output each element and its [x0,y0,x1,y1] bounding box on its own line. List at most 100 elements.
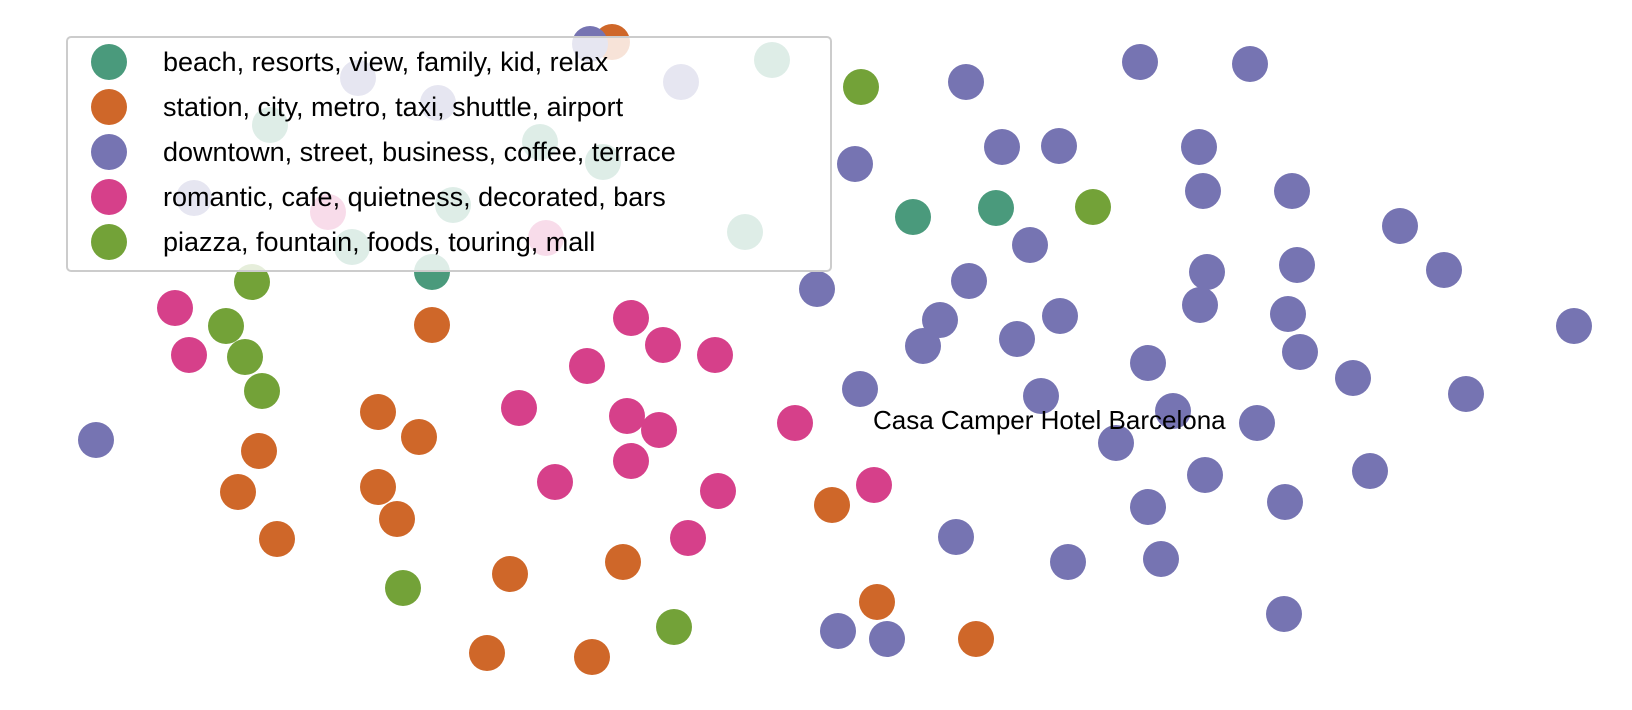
data-point-s2-p19 [1426,252,1462,288]
data-point-s2-p26 [905,328,941,364]
data-point-s3-p7 [569,348,605,384]
legend-marker-3 [91,179,127,215]
data-point-s1-p15 [958,621,994,657]
data-point-s1-p12 [574,639,610,675]
data-point-s1-p2 [360,394,396,430]
data-point-s2-p8 [984,129,1020,165]
data-point-s2-p31 [1448,376,1484,412]
data-point-s3-p11 [777,405,813,441]
data-point-s1-p1 [414,307,450,343]
data-point-s2-p25 [1556,308,1592,344]
data-point-s2-p35 [1239,405,1275,441]
legend-label-2: downtown, street, business, coffee, terr… [163,137,676,167]
data-point-s0-p7 [978,190,1014,226]
data-point-s1-p4 [241,433,277,469]
data-point-s2-p6 [1232,46,1268,82]
data-point-s4-p7 [656,609,692,645]
data-point-s4-p3 [208,308,244,344]
data-point-s3-p14 [700,473,736,509]
data-point-s1-p6 [220,474,256,510]
legend-marker-2 [91,134,127,170]
annotation-label: Casa Camper Hotel Barcelona [873,405,1226,435]
data-point-s3-p4 [613,300,649,336]
legend-label-0: beach, resorts, view, family, kid, relax [163,47,609,77]
data-point-s2-p39 [78,422,114,458]
annotation-layer: Casa Camper Hotel Barcelona [873,405,1226,435]
legend-marker-0 [91,44,127,80]
data-point-s1-p11 [469,635,505,671]
data-point-s2-p16 [951,263,987,299]
data-point-s2-p47 [869,621,905,657]
data-point-s2-p29 [1282,334,1318,370]
data-point-s2-p15 [1012,227,1048,263]
points-layer [78,24,1592,675]
data-point-s4-p1 [1075,189,1111,225]
data-point-s2-p27 [999,321,1035,357]
data-point-s2-p43 [1050,544,1086,580]
data-point-s3-p12 [613,443,649,479]
data-point-s2-p34 [1155,393,1191,429]
data-point-s1-p10 [605,544,641,580]
data-point-s2-p12 [1185,173,1221,209]
data-point-s2-p22 [1042,298,1078,334]
data-point-s2-p44 [1143,541,1179,577]
data-point-s2-p23 [1182,287,1218,323]
data-point-s2-p33 [1023,378,1059,414]
data-point-s2-p7 [948,64,984,100]
data-point-s0-p6 [895,199,931,235]
data-point-s2-p10 [1181,129,1217,165]
data-point-s1-p9 [492,556,528,592]
data-point-s3-p3 [171,337,207,373]
data-point-s2-p28 [1130,345,1166,381]
data-point-s3-p13 [537,464,573,500]
data-point-s2-p37 [1187,457,1223,493]
data-point-s2-p40 [1130,489,1166,525]
data-point-s3-p16 [670,520,706,556]
data-point-s2-p38 [1352,453,1388,489]
data-point-s1-p5 [360,469,396,505]
legend-items: beach, resorts, view, family, kid, relax… [91,44,676,260]
data-point-s2-p14 [1382,208,1418,244]
data-point-s4-p2 [234,264,270,300]
legend: beach, resorts, view, family, kid, relax… [66,36,832,272]
data-point-s2-p9 [1041,128,1077,164]
data-point-s2-p24 [1270,296,1306,332]
data-point-s4-p6 [385,570,421,606]
legend-marker-4 [91,224,127,260]
data-point-s1-p7 [379,501,415,537]
data-point-s2-p36 [1098,425,1134,461]
data-point-s1-p13 [814,487,850,523]
data-point-s3-p10 [641,412,677,448]
data-point-s3-p9 [609,398,645,434]
legend-frame [66,36,832,272]
legend-marker-1 [91,89,127,125]
data-point-s2-p41 [1267,484,1303,520]
data-point-s3-p8 [501,390,537,426]
data-point-s1-p3 [401,419,437,455]
data-point-s3-p5 [645,327,681,363]
data-point-s3-p15 [856,467,892,503]
data-point-s2-p5 [1122,44,1158,80]
data-point-s4-p0 [843,69,879,105]
data-point-s2-p21 [922,302,958,338]
data-point-s1-p8 [259,521,295,557]
data-point-s2-p45 [1266,596,1302,632]
data-point-s2-p13 [1274,173,1310,209]
legend-label-3: romantic, cafe, quietness, decorated, ba… [163,182,666,212]
data-point-s2-p20 [799,271,835,307]
data-point-s2-p46 [820,613,856,649]
data-point-s2-p32 [842,371,878,407]
data-point-s3-p6 [697,337,733,373]
data-point-s4-p5 [244,373,280,409]
data-point-s3-p2 [157,290,193,326]
data-point-s2-p42 [938,519,974,555]
legend-label-1: station, city, metro, taxi, shuttle, air… [163,92,624,122]
legend-label-4: piazza, fountain, foods, touring, mall [163,227,595,257]
data-point-s2-p18 [1279,247,1315,283]
data-point-s4-p4 [227,339,263,375]
data-point-s2-p30 [1335,360,1371,396]
data-point-s2-p11 [837,146,873,182]
data-point-s1-p14 [859,584,895,620]
data-point-s2-p17 [1189,254,1225,290]
